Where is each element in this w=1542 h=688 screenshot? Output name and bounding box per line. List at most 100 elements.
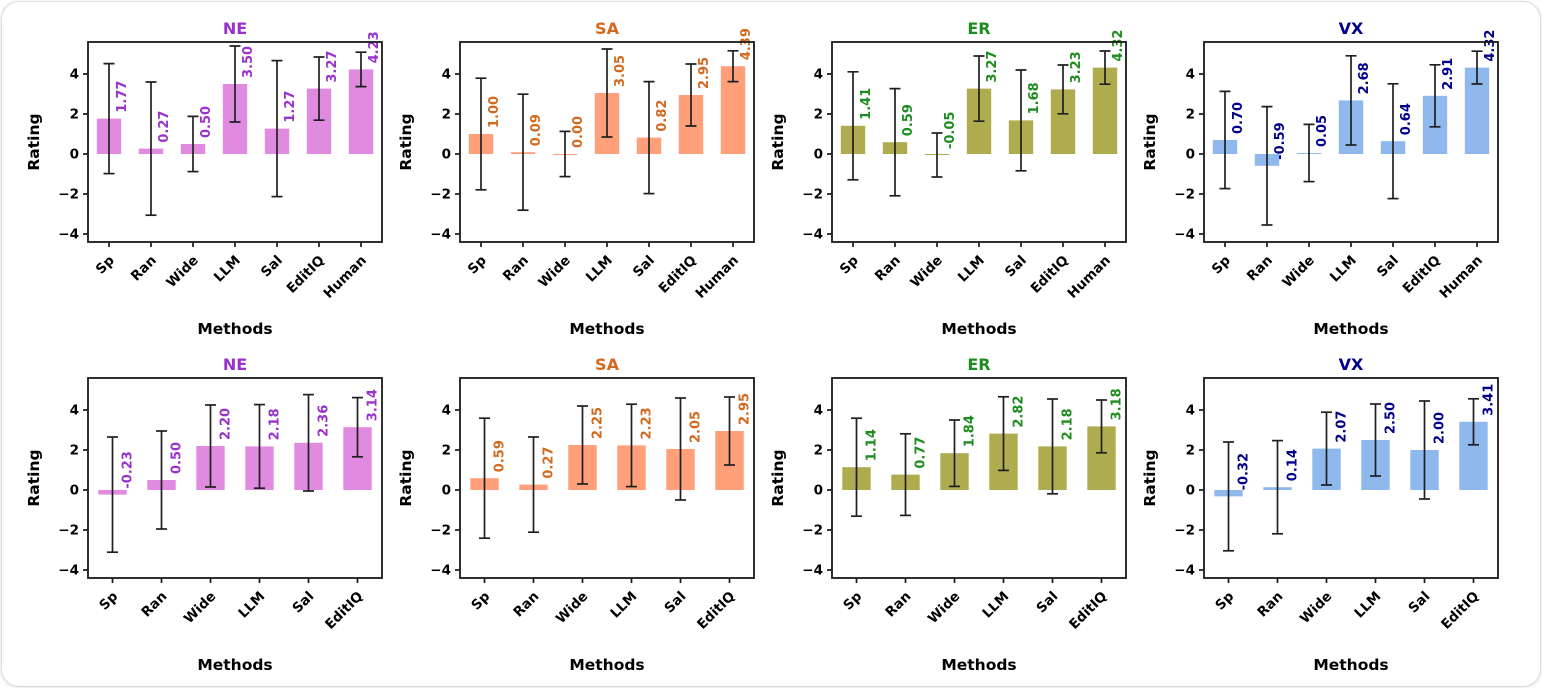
x-tick-label: LLM: [1351, 589, 1384, 622]
value-label: 1.27: [283, 91, 298, 123]
x-tick-label: Sal: [1002, 253, 1030, 281]
y-tick-label: 4: [70, 67, 79, 83]
x-tick-label: Ran: [500, 253, 532, 285]
y-tick-label: 0: [814, 483, 823, 499]
x-tick-label: Wide: [1297, 589, 1335, 627]
value-label: 2.18: [268, 408, 283, 440]
value-label: -0.32: [1237, 453, 1252, 490]
y-axis-label: Rating: [769, 449, 787, 506]
x-tick-label: EditIQ: [1438, 589, 1482, 633]
x-tick-label: LLM: [583, 253, 616, 286]
y-axis-label: Rating: [397, 449, 415, 506]
value-label: 0.05: [1315, 115, 1330, 147]
y-tick-label: −4: [802, 563, 823, 579]
value-label: 2.00: [1433, 412, 1448, 444]
value-label: 3.23: [1069, 51, 1084, 83]
x-tick-label: Sal: [661, 589, 689, 617]
axes-box: [459, 377, 755, 579]
chart-title: ER: [967, 355, 990, 374]
value-label: -0.59: [1273, 122, 1288, 159]
x-tick-label: Sp: [1209, 252, 1234, 277]
chart-grid: −4 −2 0 2 4 1.77 Sp 0.27 Ran 0.50 Wide 3.50 LLM 1.27 S…: [24, 12, 1540, 680]
value-label: 0.09: [529, 114, 544, 146]
x-tick-label: Ran: [872, 253, 904, 285]
y-tick-label: −4: [1174, 227, 1195, 243]
y-tick-label: 2: [814, 443, 823, 459]
y-tick-label: 2: [442, 107, 451, 123]
x-tick-label: LLM: [211, 253, 244, 286]
value-label: 2.36: [317, 405, 332, 437]
y-tick-label: −4: [430, 563, 451, 579]
x-tick-label: Wide: [1279, 253, 1317, 291]
axes-box: [1203, 41, 1499, 243]
y-tick-label: −4: [430, 227, 451, 243]
value-label: 2.68: [1357, 62, 1372, 94]
x-tick-label: Sal: [630, 253, 658, 281]
y-tick-label: −2: [430, 523, 451, 539]
value-label: 2.50: [1384, 402, 1399, 434]
x-axis-label: Methods: [941, 320, 1016, 338]
x-tick-label: Sal: [1374, 253, 1402, 281]
x-tick-label: Sp: [1212, 588, 1237, 613]
y-tick-label: 2: [70, 443, 79, 459]
y-tick-label: 2: [814, 107, 823, 123]
value-label: 0.82: [655, 100, 670, 132]
value-label: 0.77: [914, 437, 929, 469]
value-label: 0.27: [542, 447, 557, 479]
x-axis-label: Methods: [569, 320, 644, 338]
value-label: 2.05: [689, 411, 704, 443]
value-label: 0.70: [1231, 102, 1246, 134]
value-label: 2.18: [1061, 408, 1076, 440]
x-tick-label: Sp: [837, 252, 862, 277]
value-label: 4.39: [739, 28, 754, 60]
value-label: 0.59: [901, 104, 916, 136]
x-axis-label: Methods: [1313, 656, 1388, 674]
chart-ne-bottom: −4 −2 0 2 4 -0.23 Sp 0.50 Ran 2.20 Wide 2.18 LLM 2.36…: [24, 348, 396, 680]
x-tick-label: Sal: [289, 589, 317, 617]
x-tick-label: Wide: [553, 589, 591, 627]
y-tick-label: 0: [1186, 483, 1195, 499]
y-tick-label: −4: [802, 227, 823, 243]
x-tick-label: Sp: [465, 252, 490, 277]
y-tick-label: −4: [58, 563, 79, 579]
x-axis-label: Methods: [1313, 320, 1388, 338]
y-tick-label: −4: [58, 227, 79, 243]
value-label: 0.00: [571, 116, 586, 148]
y-tick-label: 0: [70, 147, 79, 163]
x-tick-label: Wide: [925, 589, 963, 627]
chart-vx-top: −4 −2 0 2 4 0.70 Sp -0.59 Ran 0.05 Wide 2.68 LLM 0.64…: [1140, 12, 1512, 344]
y-tick-label: 0: [442, 147, 451, 163]
value-label: 2.25: [591, 407, 606, 439]
x-tick-label: Sal: [1033, 589, 1061, 617]
value-label: 1.68: [1027, 82, 1042, 114]
y-tick-label: −2: [58, 187, 79, 203]
value-label: 0.59: [493, 440, 508, 472]
x-tick-label: Wide: [181, 589, 219, 627]
value-label: 0.64: [1399, 103, 1414, 135]
y-tick-label: 4: [814, 403, 823, 419]
value-label: 3.05: [613, 55, 628, 87]
value-label: 2.20: [219, 408, 234, 440]
chart-title: VX: [1339, 355, 1364, 374]
value-label: 4.23: [367, 31, 382, 63]
y-tick-label: 0: [442, 483, 451, 499]
value-label: 0.50: [170, 442, 185, 474]
chart-sa-bottom: −4 −2 0 2 4 0.59 Sp 0.27 Ran 2.25 Wide 2.23 LLM 2.05 S…: [396, 348, 768, 680]
y-tick-label: 2: [442, 443, 451, 459]
chart-sa-top: −4 −2 0 2 4 1.00 Sp 0.09 Ran 0.00 Wide 3.05 LLM 0.82 S…: [396, 12, 768, 344]
x-tick-label: Sal: [258, 253, 286, 281]
value-label: 2.07: [1335, 411, 1350, 443]
chart-er-top: −4 −2 0 2 4 1.41 Sp 0.59 Ran -0.05 Wide 3.27 LLM 1.68…: [768, 12, 1140, 344]
y-tick-label: 4: [442, 403, 451, 419]
value-label: 1.84: [963, 415, 978, 447]
value-label: 0.14: [1286, 449, 1301, 481]
x-tick-label: LLM: [607, 589, 640, 622]
chart-ne-top: −4 −2 0 2 4 1.77 Sp 0.27 Ran 0.50 Wide 3.50 LLM 1.27 S…: [24, 12, 396, 344]
x-tick-label: Human: [1437, 253, 1486, 302]
value-label: 2.82: [1012, 396, 1027, 428]
y-tick-label: 4: [1186, 67, 1195, 83]
axes-box: [1203, 377, 1499, 579]
chart-er-bottom: −4 −2 0 2 4 1.14 Sp 0.77 Ran 1.84 Wide 2.82 LLM 2.18 S…: [768, 348, 1140, 680]
y-tick-label: −2: [58, 523, 79, 539]
